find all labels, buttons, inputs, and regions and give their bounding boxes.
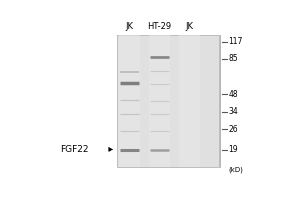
Bar [149,35,170,167]
Text: 34: 34 [228,107,238,116]
Text: FGF22: FGF22 [60,145,89,154]
Text: HT-29: HT-29 [148,22,172,31]
Text: (kD): (kD) [228,166,243,173]
Text: 19: 19 [228,145,238,154]
Text: JK: JK [125,22,133,31]
Bar [119,35,140,167]
Text: 117: 117 [228,37,242,46]
Text: 48: 48 [228,90,238,99]
Text: 85: 85 [228,54,238,63]
Text: JK: JK [186,22,194,31]
Bar [117,35,219,167]
Text: 26: 26 [228,125,238,134]
Bar [179,35,200,167]
